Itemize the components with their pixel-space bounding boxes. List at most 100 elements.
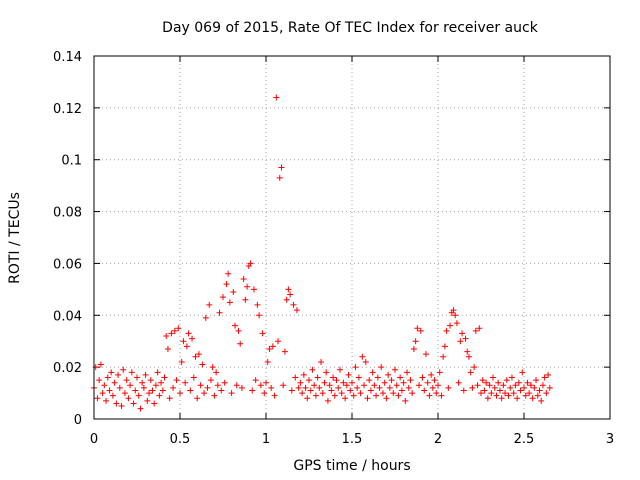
data-point — [247, 260, 254, 267]
data-point — [156, 392, 163, 399]
data-point — [183, 343, 190, 350]
data-point — [410, 345, 417, 352]
data-point — [539, 382, 546, 389]
data-point — [175, 325, 182, 332]
data-point — [452, 312, 459, 319]
data-point — [158, 379, 165, 386]
data-point — [103, 397, 110, 404]
data-point — [170, 384, 177, 391]
data-point — [99, 390, 106, 397]
data-point — [531, 384, 538, 391]
data-point — [414, 325, 421, 332]
data-point — [447, 322, 454, 329]
data-point — [395, 392, 402, 399]
data-point — [331, 392, 338, 399]
data-point — [125, 395, 132, 402]
data-point — [431, 377, 438, 384]
data-point — [527, 382, 534, 389]
data-point — [397, 374, 404, 381]
data-point — [299, 390, 306, 397]
data-point — [440, 353, 447, 360]
data-point — [455, 379, 462, 386]
data-point — [221, 379, 228, 386]
y-tick-label: 0.04 — [53, 309, 82, 324]
data-point — [116, 384, 123, 391]
data-point — [459, 330, 466, 337]
data-point — [484, 395, 491, 402]
data-point — [383, 395, 390, 402]
data-point — [166, 395, 173, 402]
data-point — [407, 377, 414, 384]
data-point — [478, 390, 484, 397]
data-point — [546, 384, 553, 391]
data-point — [342, 395, 349, 402]
data-point — [433, 390, 440, 397]
data-point — [309, 366, 316, 373]
data-point — [374, 374, 381, 381]
y-tick-label: 0.14 — [53, 50, 82, 65]
data-point — [517, 387, 524, 394]
data-point — [474, 382, 481, 389]
data-point — [261, 390, 268, 397]
data-point — [177, 390, 183, 397]
data-point — [252, 377, 259, 384]
data-point — [409, 390, 416, 397]
data-point — [134, 374, 140, 381]
data-point — [393, 382, 400, 389]
data-point — [367, 387, 374, 394]
data-point — [443, 327, 450, 334]
data-point — [312, 392, 319, 399]
x-axis-ticks: 0 0.5 1 1.5 2 2.5 3 — [90, 56, 614, 447]
data-point — [510, 390, 517, 397]
data-point — [390, 390, 397, 397]
data-point — [352, 364, 359, 371]
data-point — [230, 288, 237, 295]
data-point — [321, 379, 328, 386]
data-point — [457, 338, 464, 345]
data-point — [202, 314, 209, 321]
data-point — [330, 374, 337, 381]
y-tick-label: 0.08 — [53, 206, 82, 221]
data-point — [137, 405, 144, 412]
data-point — [493, 392, 500, 399]
data-point — [371, 382, 378, 389]
x-tick-label: 1 — [262, 432, 270, 447]
data-point — [113, 400, 120, 407]
data-point — [195, 351, 202, 358]
data-point — [426, 392, 433, 399]
data-point — [376, 384, 383, 391]
data-point — [400, 379, 407, 386]
data-point — [316, 384, 323, 391]
data-point — [500, 382, 507, 389]
data-point — [101, 382, 108, 389]
data-point — [228, 390, 235, 397]
data-point — [335, 384, 342, 391]
data-point — [268, 384, 275, 391]
x-axis-label: GPS time / hours — [293, 458, 410, 474]
data-point — [359, 353, 366, 360]
data-point — [164, 345, 171, 352]
data-point — [190, 374, 197, 381]
data-point — [465, 353, 472, 360]
data-point — [486, 382, 493, 389]
data-point — [182, 379, 189, 386]
y-tick-label: 0.06 — [53, 257, 82, 272]
data-point — [266, 345, 273, 352]
data-point — [232, 322, 239, 329]
data-point — [171, 327, 178, 334]
x-tick-label: 1.5 — [342, 432, 363, 447]
x-tick-label: 2 — [434, 432, 442, 447]
data-point — [435, 382, 441, 389]
data-point — [130, 400, 137, 407]
data-point — [194, 395, 201, 402]
data-point — [254, 301, 261, 308]
data-point — [297, 379, 304, 386]
data-point — [300, 371, 307, 378]
data-point — [498, 395, 505, 402]
data-point — [464, 348, 471, 355]
data-point — [472, 327, 479, 334]
data-point — [306, 377, 312, 384]
data-point — [324, 397, 331, 404]
data-point — [416, 382, 423, 389]
y-tick-label: 0.12 — [53, 102, 82, 117]
